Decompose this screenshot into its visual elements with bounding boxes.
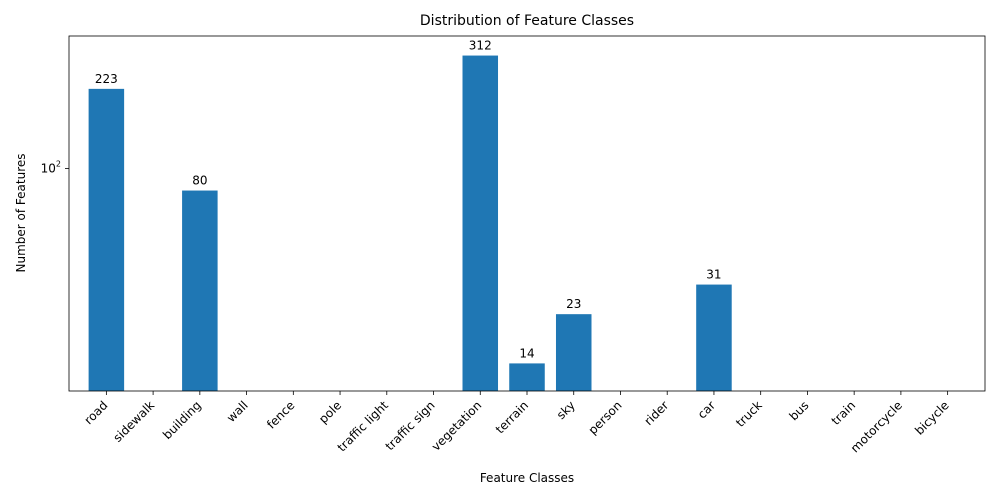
x-axis-label: Feature Classes	[480, 471, 574, 485]
bar-terrain	[509, 363, 545, 391]
x-axis-ticks: road sidewalk building wall fence poletraffic…	[82, 391, 952, 455]
x-tick-label: sky	[554, 398, 578, 422]
value-label-road: 223	[95, 72, 118, 86]
x-tick-label: fence	[264, 398, 297, 431]
value-label-vegetation: 312	[469, 39, 492, 53]
y-tick-label: 102	[41, 159, 61, 175]
bar-vegetation	[462, 55, 499, 392]
y-axis-ticks: 102	[41, 159, 69, 175]
bar-sky	[555, 314, 592, 391]
bar-road	[88, 88, 125, 392]
x-tick-label: building	[160, 398, 204, 442]
bars-group	[88, 55, 732, 392]
x-tick-label: sidewalk	[111, 398, 158, 445]
value-labels-group: 223 80 312 14 23 31	[95, 39, 722, 361]
value-label-car: 31	[706, 268, 721, 282]
x-tick-label: traffic light	[335, 398, 391, 454]
x-tick-label: bicycle	[912, 398, 952, 438]
value-label-building: 80	[192, 174, 207, 188]
x-tick-label: person	[586, 398, 625, 437]
bar-building	[182, 190, 218, 391]
x-tick-label: wall	[224, 398, 251, 425]
x-tick-label: car	[695, 398, 718, 421]
bar-car	[696, 284, 732, 391]
chart-title: Distribution of Feature Classes	[420, 13, 634, 29]
x-tick-label: rider	[641, 398, 671, 428]
x-tick-label: train	[829, 398, 859, 428]
x-tick-label: terrain	[493, 398, 531, 436]
value-label-terrain: 14	[519, 346, 534, 360]
y-axis-label: Number of Features	[14, 154, 28, 273]
x-tick-label: road	[82, 398, 111, 427]
plot-frame	[68, 35, 986, 392]
x-tick-label: pole	[316, 398, 344, 426]
value-label-sky: 23	[566, 297, 581, 311]
x-tick-label: truck	[733, 398, 765, 430]
x-tick-label: bus	[786, 398, 811, 423]
x-tick-label: vegetation	[429, 398, 485, 454]
